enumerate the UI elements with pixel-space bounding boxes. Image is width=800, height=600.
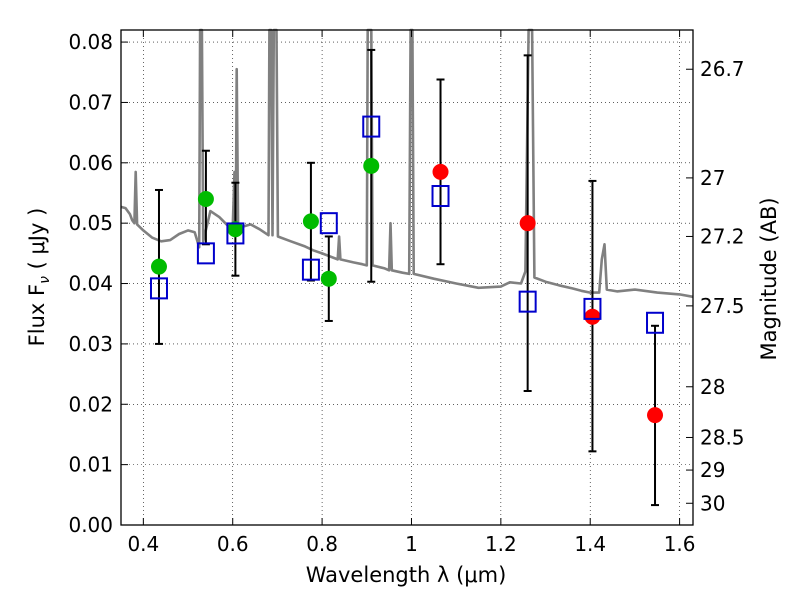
model-point-square <box>518 290 537 313</box>
spectrum-line <box>120 28 694 299</box>
tick-labels: 0.4 0.6 0.8 1 1.2 1.4 1.6 0.00 0.01 0.02 0.03 0.04 0… <box>68 30 744 556</box>
data-point-circle <box>302 213 319 230</box>
y-tick-label: 0.05 <box>68 211 113 235</box>
magnitude-tick-label: 27.2 <box>700 224 745 248</box>
model-point-square <box>362 115 381 138</box>
model-point-square <box>646 311 665 334</box>
x-tick-label: 1.4 <box>574 532 606 556</box>
y-tick-label: 0.02 <box>68 392 113 416</box>
data-point-circle <box>647 407 664 424</box>
model-point-square <box>226 222 245 245</box>
x-tick-label: 0.6 <box>217 532 249 556</box>
y-tick-label: 0.00 <box>68 513 113 537</box>
y-axis-label: Flux Fν ( μJy ) <box>25 208 53 347</box>
model-point-square <box>583 297 602 320</box>
y-axis-label-main: Flux F <box>25 284 49 346</box>
y-tick-label: 0.06 <box>68 151 113 175</box>
axis-ticks <box>121 30 693 526</box>
magnitude-tick-label: 28 <box>700 375 725 399</box>
model-point-square <box>196 242 215 265</box>
model-point-square <box>431 185 450 208</box>
data-point-circle <box>584 308 601 325</box>
magnitude-tick-label: 30 <box>700 491 725 515</box>
magnitude-tick-label: 27.5 <box>700 294 745 318</box>
data-point-circle <box>227 221 244 238</box>
magnitude-tick-label: 29 <box>700 458 725 482</box>
x-tick-label: 1.6 <box>664 532 696 556</box>
y-tick-label: 0.08 <box>68 30 113 54</box>
x-tick-label: 0.8 <box>306 532 338 556</box>
x-tick-label: 1 <box>405 532 418 556</box>
magnitude-tick-label: 28.5 <box>700 425 745 449</box>
model-point-square <box>301 258 320 281</box>
grid-lines <box>121 30 693 525</box>
data-point-circle <box>197 191 214 208</box>
y-tick-label: 0.01 <box>68 453 113 477</box>
data-point-circle <box>519 215 536 232</box>
data-point-circle <box>432 163 449 180</box>
data-point-circle <box>150 258 167 275</box>
y-axis-label-subscript: ν <box>37 276 53 284</box>
data-point-circle <box>363 157 380 174</box>
magnitude-tick-label: 26.7 <box>700 57 745 81</box>
magnitude-axis-label: Magnitude (AB) <box>757 197 781 360</box>
model-spectrum <box>120 28 694 299</box>
plot-frame <box>120 29 694 526</box>
data-markers <box>149 115 665 424</box>
y-tick-label: 0.03 <box>68 332 113 356</box>
x-axis-label: Wavelength λ (μm) <box>306 563 507 587</box>
model-point-square <box>319 212 338 235</box>
x-tick-label: 1.2 <box>485 532 517 556</box>
data-point-circle <box>320 270 337 287</box>
error-bars <box>154 48 660 507</box>
model-point-square <box>149 277 168 300</box>
y-tick-label: 0.04 <box>68 272 113 296</box>
x-tick-label: 0.4 <box>127 532 159 556</box>
y-axis-label-unit: ( μJy ) <box>25 208 49 276</box>
magnitude-tick-label: 27 <box>700 166 725 190</box>
y-tick-label: 0.07 <box>68 90 113 114</box>
